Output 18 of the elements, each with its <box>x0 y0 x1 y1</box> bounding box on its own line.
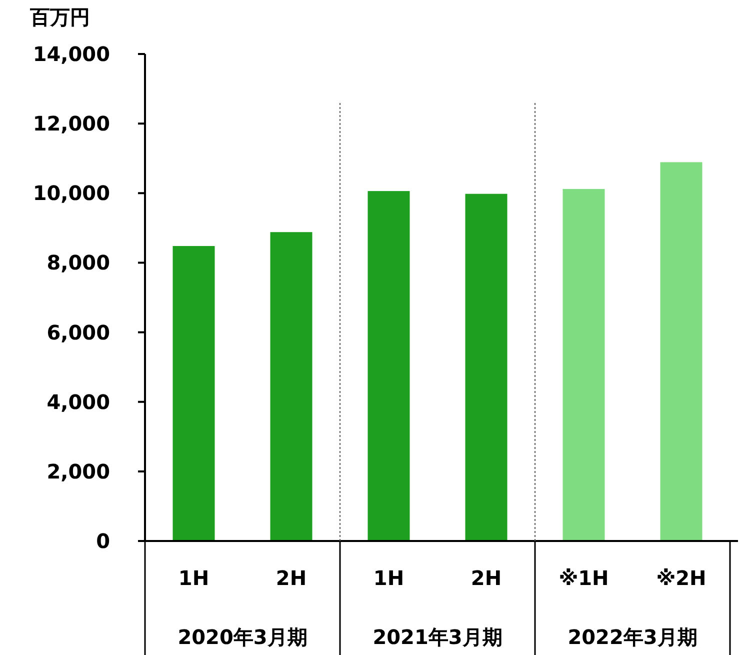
x-tick-label: ※2H <box>656 566 706 590</box>
y-tick-label: 8,000 <box>46 250 110 275</box>
text: 2021年3月期 <box>372 625 502 649</box>
y-axis-title: 百万円 <box>29 5 90 29</box>
y-tick-label: 0 <box>96 529 110 553</box>
text: 2020年3月期 <box>178 625 308 649</box>
text: 2022年3月期 <box>568 625 698 649</box>
y-tick-label: 14,000 <box>32 42 110 66</box>
y-tick-label: 2,000 <box>46 459 110 484</box>
y-tick-label: 12,000 <box>32 112 110 136</box>
x-tick-label: ※1H <box>558 566 609 590</box>
x-tick-label: 2H <box>276 566 307 590</box>
y-tick-label: 6,000 <box>46 320 110 344</box>
y-tick-label: 10,000 <box>32 181 110 206</box>
y-tick-label: 4,000 <box>46 390 110 414</box>
x-tick-label: 1H <box>373 566 404 590</box>
x-tick-label: 2H <box>470 566 502 590</box>
x-tick-label: 1H <box>178 566 210 590</box>
